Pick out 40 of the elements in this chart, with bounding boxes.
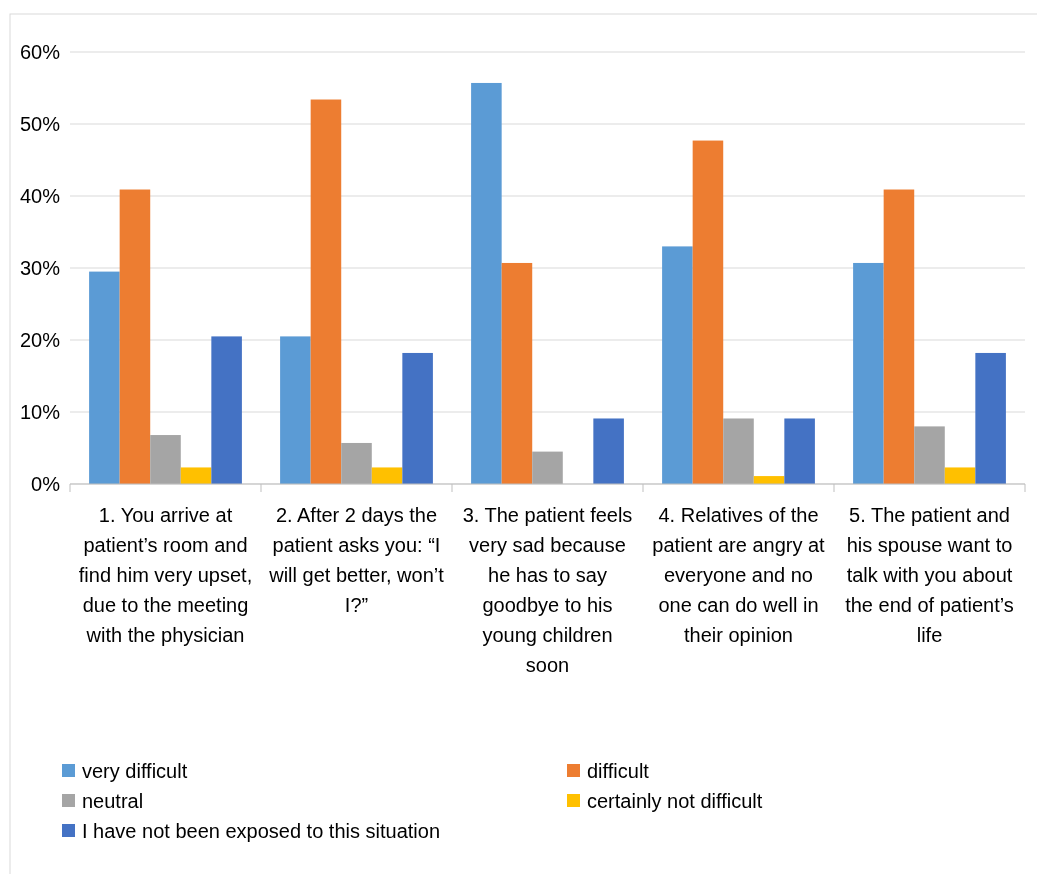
- bar: [883, 189, 915, 484]
- y-tick-label: 0%: [31, 473, 61, 495]
- bar: [310, 99, 342, 484]
- y-tick-label: 10%: [19, 401, 61, 423]
- bar: [914, 426, 945, 484]
- y-tick-label: 60%: [19, 41, 61, 63]
- bar: [150, 435, 181, 484]
- bar: [402, 352, 433, 484]
- bar: [280, 336, 311, 484]
- x-tick-label: 5. The patient and his spouse want to talk with you about the end of patient’s life: [845, 504, 1014, 646]
- x-tick-label: 4. Relatives of the patient are angry at everyone and no one can do well in their opinion: [652, 504, 826, 646]
- legend-label: very difficult: [82, 760, 188, 782]
- bar: [692, 140, 724, 484]
- bar: [471, 82, 502, 484]
- legend-label: certainly not difficult: [587, 790, 763, 812]
- bar: [784, 418, 815, 484]
- bar: [341, 442, 372, 484]
- bar: [89, 271, 120, 484]
- bar: [371, 467, 403, 484]
- x-tick-label: 3. The patient feels very sad because he has to say goodbye to his young children soon: [462, 504, 633, 676]
- bar: [501, 262, 533, 484]
- x-tick-label: 1. You arrive at patient’s room and find him very upset, due to the meeting with the physician: [78, 504, 253, 646]
- bar: [723, 418, 754, 484]
- y-tick-label: 20%: [19, 329, 61, 351]
- bar: [180, 467, 212, 484]
- bar: [853, 262, 884, 484]
- y-tick-label: 40%: [19, 185, 61, 207]
- bar: [211, 336, 242, 484]
- x-tick-label: 2. After 2 days the patient asks you: “I will get better, won’t I?”: [268, 504, 445, 616]
- y-tick-label: 30%: [19, 257, 61, 279]
- legend-label: I have not been exposed to this situation: [82, 820, 441, 842]
- bar: [593, 418, 624, 484]
- y-tick-label: 50%: [19, 113, 61, 135]
- bar: [119, 189, 151, 484]
- bar: [532, 451, 563, 484]
- legend-label: difficult: [587, 760, 650, 782]
- bar: [662, 246, 693, 484]
- legend-label: neutral: [82, 790, 144, 812]
- bar: [975, 352, 1006, 484]
- bar: [944, 467, 976, 484]
